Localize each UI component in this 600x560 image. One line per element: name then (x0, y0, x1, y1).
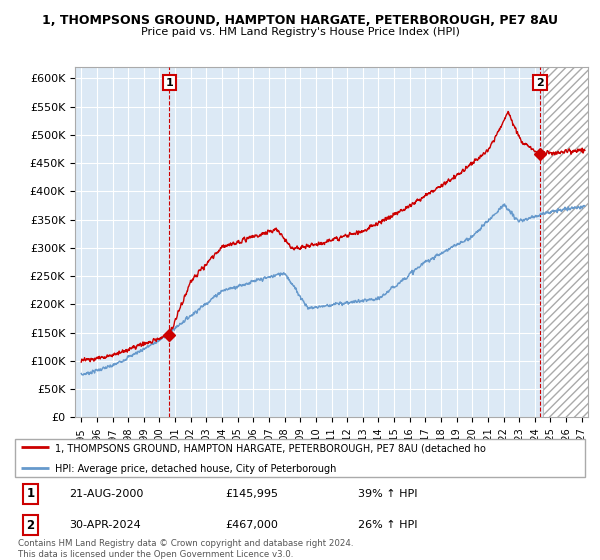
Text: 1: 1 (26, 487, 35, 501)
Text: 1, THOMPSONS GROUND, HAMPTON HARGATE, PETERBOROUGH, PE7 8AU: 1, THOMPSONS GROUND, HAMPTON HARGATE, PE… (42, 14, 558, 27)
Text: £467,000: £467,000 (225, 520, 278, 530)
Text: Contains HM Land Registry data © Crown copyright and database right 2024.
This d: Contains HM Land Registry data © Crown c… (18, 539, 353, 559)
Bar (542, 67, 588, 417)
FancyBboxPatch shape (15, 439, 585, 477)
Text: HPI: Average price, detached house, City of Peterborough: HPI: Average price, detached house, City… (55, 464, 337, 474)
Text: 39% ↑ HPI: 39% ↑ HPI (358, 489, 417, 499)
Text: 26% ↑ HPI: 26% ↑ HPI (358, 520, 417, 530)
Text: 1, THOMPSONS GROUND, HAMPTON HARGATE, PETERBOROUGH, PE7 8AU (detached ho: 1, THOMPSONS GROUND, HAMPTON HARGATE, PE… (55, 444, 486, 454)
Text: 30-APR-2024: 30-APR-2024 (70, 520, 142, 530)
Text: Price paid vs. HM Land Registry's House Price Index (HPI): Price paid vs. HM Land Registry's House … (140, 27, 460, 37)
Text: £145,995: £145,995 (225, 489, 278, 499)
Text: 21-AUG-2000: 21-AUG-2000 (70, 489, 144, 499)
Text: 1: 1 (166, 78, 173, 88)
Text: 2: 2 (26, 519, 35, 532)
Text: 2: 2 (536, 78, 544, 88)
